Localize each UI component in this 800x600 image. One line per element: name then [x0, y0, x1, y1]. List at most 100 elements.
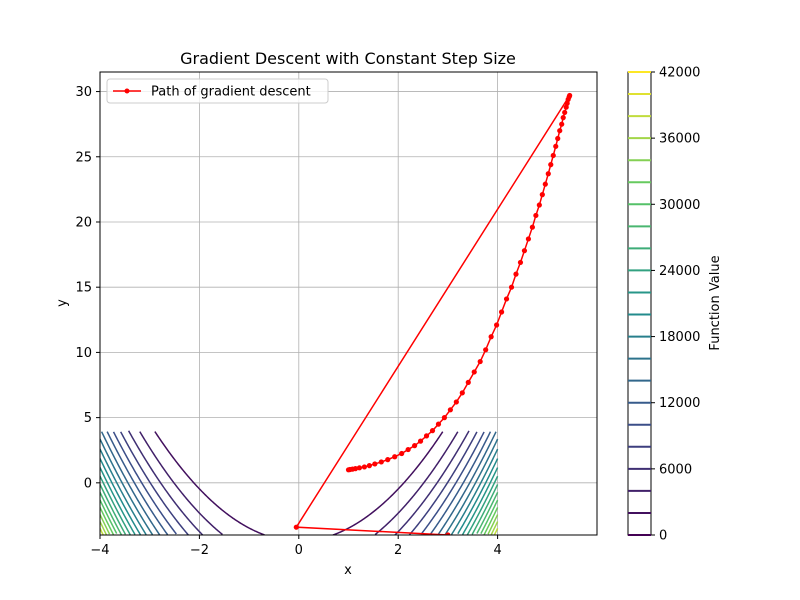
- contour-level-20000: [100, 458, 499, 535]
- path-point: [565, 96, 571, 102]
- contour-level-12000: [106, 431, 492, 535]
- path-point: [503, 296, 510, 302]
- contour-line: [100, 484, 127, 535]
- path-point: [517, 259, 524, 266]
- contour-line: [429, 431, 492, 535]
- contour-line: [100, 514, 111, 535]
- path-point: [483, 347, 489, 353]
- x-axis-ticks: −4 −2 0 2 4: [90, 535, 502, 558]
- contour-level-38000: [100, 527, 499, 535]
- contour-line: [100, 438, 154, 535]
- contour-level-2000: [154, 431, 444, 535]
- path-point: [447, 407, 453, 413]
- contour-level-18000: [100, 448, 499, 535]
- contour-level-26000: [100, 484, 499, 535]
- path-point: [477, 358, 483, 365]
- path-point: [378, 459, 384, 465]
- colorbar-tick-label: 0: [659, 529, 667, 544]
- chart-title: Gradient Descent with Constant Step Size: [180, 49, 516, 68]
- path-point: [550, 152, 556, 159]
- contour-line: [420, 431, 485, 535]
- path-point: [412, 443, 418, 449]
- y-tick-label: 25: [75, 150, 92, 165]
- contour-level-6000: [127, 430, 470, 535]
- legend-label: Path of gradient descent: [151, 85, 311, 100]
- contour-level-22000: [100, 467, 499, 535]
- contour-level-24000: [100, 475, 499, 535]
- path-point: [399, 450, 405, 457]
- contour-line: [408, 431, 478, 535]
- path-point: [488, 334, 494, 340]
- path-point: [498, 309, 505, 315]
- path-point: [533, 212, 539, 219]
- contour-level-36000: [100, 521, 499, 535]
- contour-level-34000: [100, 514, 499, 535]
- colorbar: 0 6000 12000 18000 24000 30000 36000 42000: [627, 66, 700, 544]
- path-point: [459, 390, 465, 396]
- contour-line: [100, 458, 142, 535]
- contour-line: [100, 491, 123, 535]
- contour-line: [106, 431, 169, 535]
- path-point: [559, 121, 565, 127]
- path-point: [508, 284, 515, 290]
- contour-level-32000: [100, 507, 499, 535]
- legend-marker: [124, 88, 130, 94]
- path-point: [560, 115, 566, 121]
- colorbar-tick-label: 24000: [659, 264, 700, 279]
- contour-line: [112, 431, 177, 535]
- x-tick-label: 0: [295, 543, 303, 558]
- y-tick-label: 5: [84, 411, 92, 426]
- contour-line: [154, 431, 265, 535]
- path-point: [345, 467, 352, 473]
- colorbar-tick-label: 36000: [659, 132, 700, 147]
- path-point: [385, 457, 391, 463]
- path-point: [429, 428, 436, 434]
- contour-line: [374, 431, 459, 535]
- path-point: [529, 224, 535, 230]
- path-point: [542, 181, 548, 187]
- contour-line: [100, 527, 104, 535]
- x-tick-label: 2: [394, 543, 402, 558]
- path-point: [465, 379, 471, 386]
- contour-level-14000: [100, 431, 497, 535]
- contour-line: [466, 475, 499, 535]
- contour-line: [100, 475, 131, 535]
- legend: Path of gradient descent: [106, 78, 329, 104]
- y-tick-label: 20: [75, 215, 92, 230]
- x-axis-label: x: [344, 563, 352, 578]
- path-point: [435, 421, 442, 427]
- path-point: [539, 192, 545, 198]
- contour-line: [457, 458, 499, 535]
- y-axis-label: y: [55, 299, 70, 307]
- colorbar-label: Function Value: [708, 255, 723, 350]
- path-point: [553, 143, 559, 149]
- path-point: [557, 128, 563, 134]
- colorbar-tick-label: 30000: [659, 198, 700, 213]
- contour-level-8000: [120, 431, 478, 535]
- path-point: [494, 322, 500, 328]
- x-tick-label: −4: [90, 543, 109, 558]
- contour-line: [120, 431, 189, 535]
- contour-level-10000: [112, 431, 485, 535]
- y-tick-label: 0: [84, 476, 92, 491]
- path-point: [372, 461, 378, 467]
- contour-line: [480, 499, 499, 534]
- path-point: [521, 248, 528, 254]
- grid: [99, 72, 597, 535]
- path-point: [366, 463, 372, 469]
- path-point: [564, 100, 570, 106]
- contour-line: [493, 528, 499, 535]
- contour-line: [490, 521, 499, 535]
- path-point: [453, 399, 459, 405]
- path-point: [405, 446, 411, 453]
- contour-level-4000: [139, 431, 459, 535]
- contour-line: [100, 499, 118, 534]
- path-point: [445, 532, 451, 535]
- contour-line: [332, 431, 444, 535]
- colorbar-tick-label: 18000: [659, 330, 700, 345]
- path-point: [293, 524, 299, 530]
- y-tick-label: 30: [75, 85, 92, 100]
- path-point: [555, 135, 561, 142]
- path-point: [562, 109, 568, 116]
